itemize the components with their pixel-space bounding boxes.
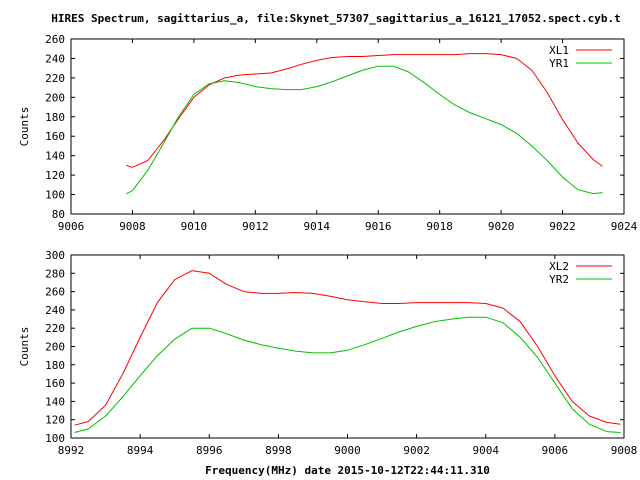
legend-label: YR2 xyxy=(549,273,569,286)
y-tick-label: 240 xyxy=(45,52,65,65)
y-tick-label: 100 xyxy=(45,432,65,445)
y-tick-label: 100 xyxy=(45,189,65,202)
y-tick-label: 120 xyxy=(45,414,65,427)
y-tick-label: 280 xyxy=(45,267,65,280)
y-tick-label: 120 xyxy=(45,169,65,182)
x-tick-label: 9008 xyxy=(611,444,638,457)
top-panel: 9006 9008 9010 9012 9014 9016 9018 9020 9022 9024… xyxy=(18,33,638,233)
y-tick-label: 240 xyxy=(45,304,65,317)
y-tick-label: 80 xyxy=(52,208,65,221)
x-tick-label: 9018 xyxy=(426,220,453,233)
x-axis-label: Frequency(MHz) date 2015-10-12T22:44:11.… xyxy=(205,464,490,477)
y-tick-label: 200 xyxy=(45,341,65,354)
x-tick-label: 9004 xyxy=(473,444,500,457)
x-tick-label: 9002 xyxy=(403,444,430,457)
x-tick-label: 9022 xyxy=(549,220,576,233)
x-tick-label: 9010 xyxy=(181,220,208,233)
x-tick-label: 9006 xyxy=(542,444,569,457)
series-line-yr1 xyxy=(126,65,603,195)
x-tick-label: 9024 xyxy=(611,220,638,233)
y-tick-label: 300 xyxy=(45,249,65,262)
x-tick-label: 9016 xyxy=(365,220,392,233)
x-tick-label: 9014 xyxy=(304,220,331,233)
plot-frame xyxy=(70,38,625,215)
y-tick-label: 180 xyxy=(45,359,65,372)
legend-label: YR1 xyxy=(549,57,569,70)
y-tick-label: 220 xyxy=(45,72,65,85)
x-tick-label: 9012 xyxy=(242,220,269,233)
legend-label: XL2 xyxy=(549,260,569,273)
x-tick-label: 8996 xyxy=(196,444,223,457)
x-tick-label: 9008 xyxy=(119,220,146,233)
x-tick-label: 8994 xyxy=(127,444,154,457)
y-tick-label: 160 xyxy=(45,130,65,143)
x-tick-label: 8998 xyxy=(265,444,292,457)
y-tick-label: 140 xyxy=(45,150,65,163)
y-tick-label: 200 xyxy=(45,91,65,104)
x-tick-label: 8992 xyxy=(58,444,85,457)
y-axis-label: Counts xyxy=(18,107,31,147)
y-tick-label: 260 xyxy=(45,33,65,46)
bottom-panel: 8992 8994 8996 8998 9000 9002 9004 9006 9008 100 1… xyxy=(18,249,637,477)
x-tick-label: 9000 xyxy=(334,444,361,457)
figure-title: HIRES Spectrum, sagittarius_a, file:Skyn… xyxy=(51,12,621,25)
series-line-yr2 xyxy=(74,316,621,433)
series-line-xl2 xyxy=(74,270,621,426)
y-axis-label: Counts xyxy=(18,327,31,367)
series-line-xl1 xyxy=(126,53,603,168)
plot-frame xyxy=(70,254,625,439)
y-tick-label: 180 xyxy=(45,111,65,124)
x-tick-label: 9020 xyxy=(488,220,515,233)
x-tick-label: 9006 xyxy=(58,220,85,233)
y-tick-label: 220 xyxy=(45,322,65,335)
legend-label: XL1 xyxy=(549,44,569,57)
y-tick-label: 260 xyxy=(45,286,65,299)
y-tick-label: 160 xyxy=(45,377,65,390)
y-tick-label: 140 xyxy=(45,395,65,408)
